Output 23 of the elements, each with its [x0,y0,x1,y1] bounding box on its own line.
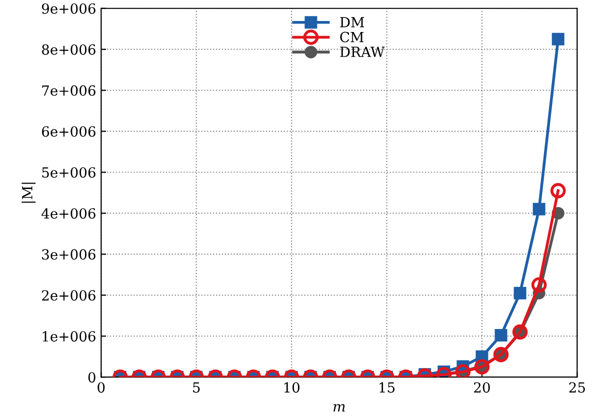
x-tick-label: 20 [474,382,490,393]
x-axis-title: m [334,404,345,412]
y-tick-label: 2e+006 [42,290,96,301]
y-tick-label: 9e+006 [42,3,96,14]
y-tick-label: 0 [88,372,96,383]
legend-label: DRAW [340,46,385,57]
point [550,183,566,198]
legend-label: DM [340,17,364,28]
y-tick-label: 1e+006 [42,331,96,342]
x-tick-label: 0 [98,382,105,393]
x-tick-label: 15 [380,382,395,393]
legend-label: CM [340,32,364,42]
x-tick-label: 10 [284,382,300,393]
y-tick-label: 7e+006 [42,85,96,96]
point [532,202,546,216]
y-tick-label: 3e+006 [42,249,96,260]
y-tick-label: 8e+006 [42,44,96,55]
x-tick-label: 25 [569,382,585,393]
y-tick-label: 5e+006 [42,167,96,178]
y-tick-label: 4e+006 [42,208,96,219]
y-axis-title: |M| [22,182,36,203]
y-tick-label: 6e+006 [42,126,96,137]
x-tick-label: 5 [193,382,200,393]
